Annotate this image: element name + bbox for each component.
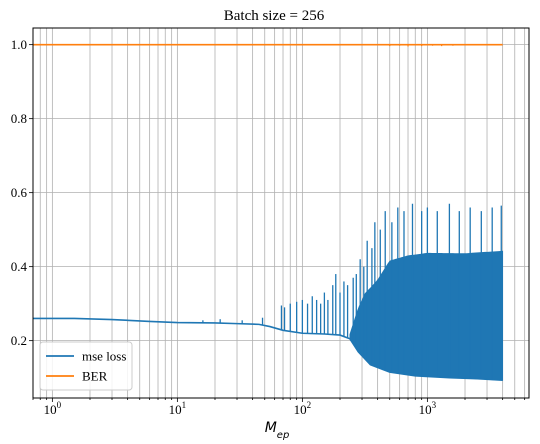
legend: mse loss BER <box>39 341 133 391</box>
y-tick-label: 0.2 <box>11 333 27 348</box>
x-tick-label: 100 <box>44 400 62 417</box>
x-axis-label-sub: ep <box>277 430 290 441</box>
x-tick-label: 103 <box>419 400 437 417</box>
legend-box <box>39 341 133 391</box>
chart-title: Batch size = 256 <box>224 8 325 24</box>
y-tick-label: 0.6 <box>11 185 28 200</box>
y-tick-label: 1.0 <box>11 37 27 52</box>
axes-frame <box>32 27 530 399</box>
x-tick-label: 102 <box>294 400 312 417</box>
plot-area <box>33 43 504 382</box>
x-axis: 100 101 102 103 <box>32 398 526 417</box>
y-tick-label: 0.8 <box>11 111 27 126</box>
legend-label: mse loss <box>82 349 126 364</box>
x-tick-label: 101 <box>169 400 187 417</box>
x-axis-label: Mep <box>265 420 290 441</box>
legend-label: BER <box>82 369 108 384</box>
y-tick-label: 0.4 <box>11 259 28 274</box>
y-axis: 0.2 0.4 0.6 0.8 1.0 <box>11 37 33 348</box>
mse-loss-band <box>349 250 504 381</box>
